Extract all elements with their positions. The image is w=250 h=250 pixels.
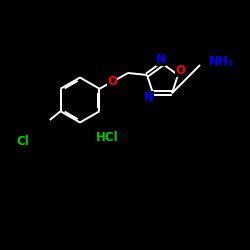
Text: Cl: Cl bbox=[16, 135, 29, 148]
Text: N: N bbox=[144, 91, 154, 104]
Text: NH₂: NH₂ bbox=[209, 55, 234, 68]
Text: O: O bbox=[108, 75, 118, 88]
Text: HCl: HCl bbox=[96, 131, 119, 144]
Text: N: N bbox=[156, 53, 166, 66]
Text: O: O bbox=[176, 64, 186, 77]
